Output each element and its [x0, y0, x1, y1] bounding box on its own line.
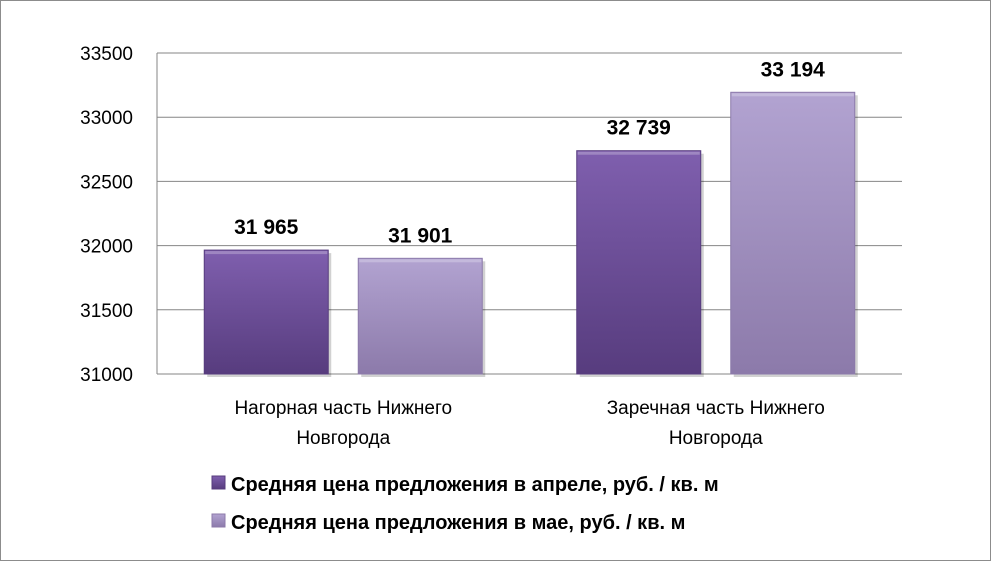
legend-label-2: Средняя цена предложения в мае, руб. / к…: [231, 512, 685, 534]
legend-label-1: Средняя цена предложения в апреле, руб. …: [231, 474, 719, 496]
bar-highlight: [205, 251, 328, 255]
bar-2-series-1: [576, 150, 702, 375]
legend-swatch-1: [211, 475, 226, 490]
data-label-2-2: 33 194: [761, 58, 826, 81]
legend-swatch-2: [211, 513, 226, 528]
data-label-1-2: 31 901: [388, 224, 453, 247]
y-tick-label: 33500: [80, 44, 133, 65]
category-label-1-line-1: Нагорная часть Нижнего: [234, 398, 452, 419]
bar-2-series-2: [730, 91, 856, 375]
y-tick-label: 33000: [80, 108, 133, 129]
bar-1-series-1: [203, 249, 329, 375]
bars: [203, 91, 858, 377]
y-tick-label: 31500: [80, 301, 133, 322]
labels: 31 965 31 901 Нагорная часть Нижнего Новгор…: [234, 58, 825, 449]
category-label-2-line-1: Заречная часть Нижнего: [607, 398, 825, 419]
bar-highlight: [577, 151, 700, 155]
y-tick-label: 31000: [80, 365, 133, 386]
legend: Средняя цена предложения в апреле, руб. …: [211, 474, 719, 534]
bar-highlight: [731, 93, 854, 97]
y-tick-label: 32500: [80, 172, 133, 193]
data-label-1-1: 31 965: [234, 216, 299, 239]
y-tick-label: 32000: [80, 237, 133, 258]
bar-highlight: [359, 259, 482, 263]
bar-1-series-2: [357, 257, 483, 375]
category-label-2-line-2: Новгорода: [669, 428, 763, 449]
category-label-1-line-2: Новгорода: [296, 428, 390, 449]
axes: 31000 31500 32000 32500 33000 33500: [80, 44, 158, 386]
data-label-2-1: 32 739: [607, 117, 671, 140]
